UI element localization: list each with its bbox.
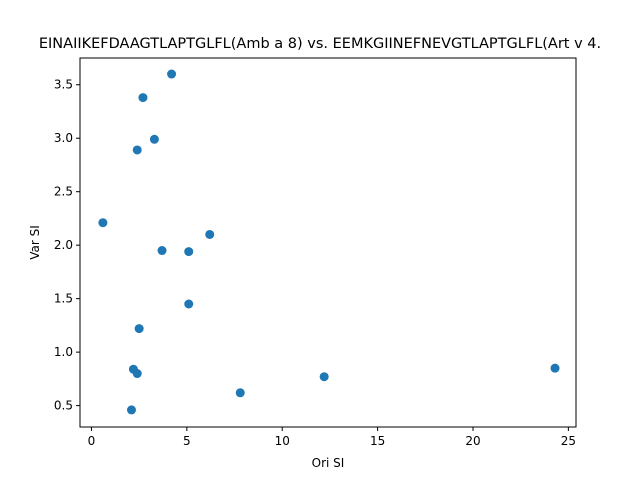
data-point xyxy=(157,246,167,256)
data-points xyxy=(98,69,560,415)
data-point xyxy=(127,405,137,415)
x-tick-label: 0 xyxy=(88,434,96,448)
x-axis-ticks: 0 5 10 15 20 25 xyxy=(88,427,576,448)
x-tick-label: 10 xyxy=(275,434,290,448)
data-point xyxy=(184,247,194,257)
y-axis-ticks: 0.5 1.0 1.5 2.0 2.5 3.0 3.5 xyxy=(54,78,80,413)
data-point xyxy=(319,372,329,382)
x-tick-label: 5 xyxy=(183,434,191,448)
x-tick-label: 25 xyxy=(561,434,576,448)
x-axis-label: Ori SI xyxy=(312,456,345,470)
data-point xyxy=(134,324,144,334)
data-point xyxy=(98,218,108,228)
y-tick-label: 1.5 xyxy=(54,292,73,306)
y-tick-label: 2.5 xyxy=(54,185,73,199)
x-tick-label: 20 xyxy=(465,434,480,448)
x-tick-label: 15 xyxy=(370,434,385,448)
data-point xyxy=(149,134,159,144)
data-point xyxy=(132,145,142,155)
y-tick-label: 3.5 xyxy=(54,78,73,92)
y-tick-label: 2.0 xyxy=(54,238,73,252)
data-point xyxy=(235,388,245,398)
data-point xyxy=(184,299,194,309)
data-point xyxy=(138,93,148,103)
axes-frame xyxy=(79,57,577,428)
data-point xyxy=(132,369,142,379)
y-tick-label: 3.0 xyxy=(54,131,73,145)
chart-title: EINAIIKEFDAAGTLAPTGLFL(Amb a 8) vs. EEMK… xyxy=(39,36,601,52)
y-axis-label: Var SI xyxy=(28,225,42,260)
data-point xyxy=(167,69,177,79)
y-tick-label: 0.5 xyxy=(54,399,73,413)
y-tick-label: 1.0 xyxy=(54,345,73,359)
data-point xyxy=(205,229,215,239)
data-point xyxy=(550,363,560,373)
